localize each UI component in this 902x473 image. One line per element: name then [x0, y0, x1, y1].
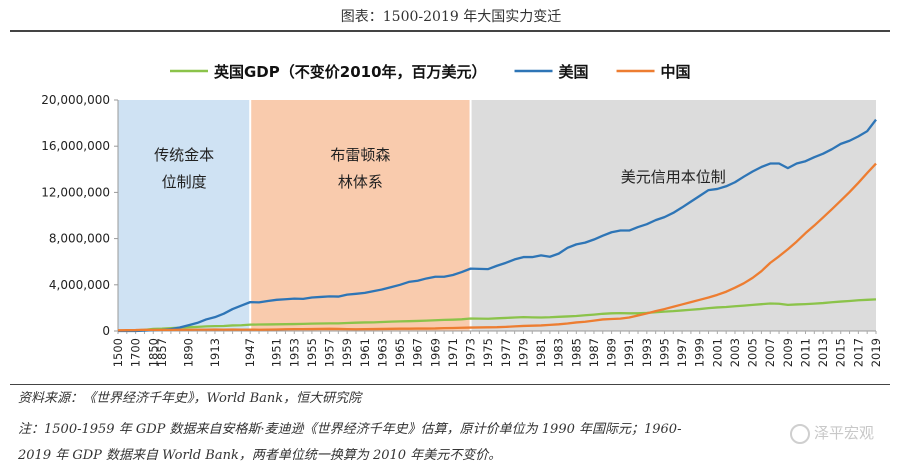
- x-tick-label-1999: 1999: [693, 338, 707, 367]
- legend-label-2: 美国: [559, 63, 589, 81]
- x-tick-label-2015: 2015: [834, 338, 848, 367]
- region-2: [250, 100, 471, 331]
- x-tick-label-1890: 1890: [182, 338, 196, 367]
- y-tick-label-4: 16,000,000: [41, 139, 110, 153]
- series-line-3: [117, 162, 877, 332]
- series-line-2: [118, 118, 877, 333]
- x-tick-label-2009: 2009: [781, 338, 795, 367]
- x-tick-label-1850: 1850: [146, 338, 160, 367]
- region-label-2-line-2: 林体系: [338, 173, 383, 191]
- x-tick-label-2001: 2001: [710, 338, 724, 367]
- x-tick-label-1975: 1975: [481, 338, 495, 367]
- watermark-logo-icon: [789, 423, 810, 444]
- x-tick-label-1967: 1967: [411, 338, 425, 367]
- x-tick-label-1947: 1947: [243, 338, 257, 367]
- x-tick-label-1997: 1997: [675, 338, 689, 367]
- region-1: [118, 100, 251, 331]
- x-tick-label-1979: 1979: [516, 338, 530, 367]
- x-tick-label-1955: 1955: [305, 338, 319, 367]
- x-tick-label-1857: 1857: [155, 338, 169, 367]
- x-tick-label-2011: 2011: [798, 338, 812, 367]
- region-3: [470, 100, 876, 331]
- x-tick-label-2007: 2007: [763, 338, 777, 367]
- region-label-3-line-1: 美元信用本位制: [621, 168, 726, 186]
- top-rule: [10, 30, 890, 32]
- y-tick-label-0: 0: [102, 324, 110, 338]
- x-tick-label-1989: 1989: [605, 338, 619, 367]
- chart-title: 图表：1500-2019 年大国实力变迁: [340, 9, 562, 25]
- x-tick-label-1983: 1983: [552, 338, 566, 367]
- x-tick-label-1700: 1700: [129, 338, 143, 367]
- x-tick-label-2019: 2019: [869, 338, 883, 367]
- footnote-line-2: 2019 年 GDP 数据来自 World Bank，两者单位统一换算为 201…: [18, 448, 502, 463]
- legend-label-1: 英国GDP（不变价2010年，百万美元）: [214, 63, 487, 81]
- x-tick-label-1987: 1987: [587, 338, 601, 367]
- y-tick-label-5: 20,000,000: [41, 93, 110, 107]
- x-tick-label-2003: 2003: [728, 338, 742, 367]
- x-tick-label-2017: 2017: [851, 338, 865, 367]
- legend-label-3: 中国: [661, 63, 691, 81]
- watermark: 泽平宏观: [789, 422, 874, 444]
- x-tick-label-1500: 1500: [111, 338, 125, 367]
- watermark-text: 泽平宏观: [813, 424, 874, 442]
- x-tick-label-2013: 2013: [816, 338, 830, 367]
- x-tick-label-1913: 1913: [208, 338, 222, 367]
- x-tick-label-1959: 1959: [340, 338, 354, 367]
- x-tick-label-1953: 1953: [287, 338, 301, 367]
- x-tick-label-1981: 1981: [534, 338, 548, 367]
- x-tick-label-1985: 1985: [569, 338, 583, 367]
- x-tick-label-1951: 1951: [270, 338, 284, 367]
- bottom-rule: [10, 384, 890, 385]
- x-tick-label-2005: 2005: [746, 338, 760, 367]
- x-tick-label-1961: 1961: [358, 338, 372, 367]
- x-tick-label-1965: 1965: [393, 338, 407, 367]
- y-tick-label-2: 8,000,000: [49, 232, 110, 246]
- x-tick-label-1973: 1973: [464, 338, 478, 367]
- x-tick-label-1957: 1957: [323, 338, 337, 367]
- x-tick-label-1993: 1993: [640, 338, 654, 367]
- region-label-1-line-1: 传统金本: [154, 146, 214, 164]
- y-tick-label-3: 12,000,000: [41, 185, 110, 199]
- region-label-2-line-1: 布雷顿森: [330, 146, 390, 164]
- region-label-1-line-2: 位制度: [162, 173, 207, 191]
- series-line-1: [117, 298, 877, 332]
- y-tick-label-1: 4,000,000: [49, 278, 110, 292]
- x-tick-label-1977: 1977: [499, 338, 513, 367]
- x-tick-label-1971: 1971: [446, 338, 460, 367]
- source-note: 资料来源：《世界经济千年史》，World Bank，恒大研究院: [18, 391, 362, 406]
- x-tick-label-1991: 1991: [622, 338, 636, 367]
- x-tick-label-1963: 1963: [375, 338, 389, 367]
- x-tick-label-1995: 1995: [657, 338, 671, 367]
- x-tick-label-1969: 1969: [428, 338, 442, 367]
- footnote-line-1: 注：1500-1959 年 GDP 数据来自安格斯·麦迪逊《世界经济千年史》估算…: [18, 422, 682, 437]
